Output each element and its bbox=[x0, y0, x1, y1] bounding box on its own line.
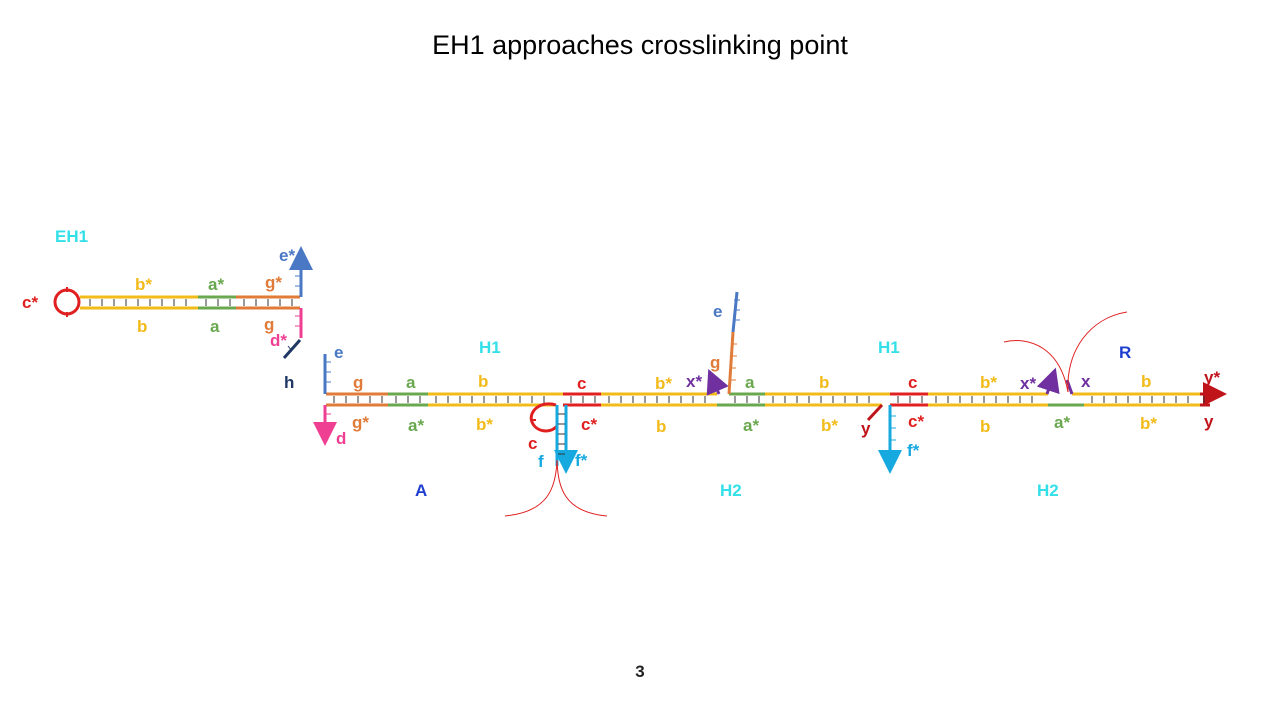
h1b-f-star-label: f* bbox=[907, 441, 920, 460]
eh1-loop-c-star bbox=[53, 288, 81, 316]
h1b-y-label: y bbox=[861, 419, 871, 438]
eh1-a-star-label: a* bbox=[208, 275, 224, 294]
complex-a-label: A bbox=[415, 481, 427, 500]
h1b-y-strand bbox=[866, 403, 884, 422]
left-g-star-label: g* bbox=[352, 413, 369, 432]
h1b-x-star-label: x* bbox=[1020, 374, 1036, 393]
eh1-name: EH1 bbox=[55, 227, 88, 246]
h1b-name: H1 bbox=[878, 338, 900, 357]
eh1-h-strand bbox=[282, 339, 302, 359]
h2-name: H2 bbox=[720, 481, 742, 500]
h2b-a-star-label: a* bbox=[1054, 413, 1070, 432]
h2-b-star-label: b* bbox=[821, 416, 838, 435]
eh1-b-label: b bbox=[137, 317, 147, 336]
right-x-label: x bbox=[1081, 372, 1091, 391]
right-b-star-label: b* bbox=[1140, 414, 1157, 433]
h1-b-label: b bbox=[656, 417, 666, 436]
eh1-g-label: g bbox=[264, 315, 274, 334]
h1b-c-label: c bbox=[908, 373, 917, 392]
h1-b-star-label: b* bbox=[655, 374, 672, 393]
h1-f-label: f bbox=[538, 452, 544, 471]
eh1-e-star-label: e* bbox=[279, 246, 295, 265]
left-a-label: a bbox=[406, 373, 416, 392]
eh1-g-star-label: g* bbox=[265, 273, 282, 292]
h1-c-loop bbox=[529, 402, 559, 433]
h2-a-star-label: a* bbox=[743, 416, 759, 435]
right-y-label: y bbox=[1204, 412, 1214, 431]
h1b-b-star-label: b* bbox=[980, 373, 997, 392]
h1-name: H1 bbox=[479, 338, 501, 357]
duplex-labels: e g a b g* a* b* d A H1 c c* c f f* b* b… bbox=[334, 302, 1220, 500]
h1-c-star-label: c* bbox=[581, 415, 597, 434]
eh1-a-label: a bbox=[210, 317, 220, 336]
h1-x-star-arrow bbox=[706, 368, 729, 396]
left-d-label: d bbox=[336, 429, 346, 448]
h1b-c-star-label: c* bbox=[908, 412, 924, 431]
h1-x-star-label: x* bbox=[686, 372, 702, 391]
main-duplex bbox=[313, 291, 1227, 474]
h2-g-strand bbox=[727, 331, 735, 395]
right-b-label: b bbox=[1141, 372, 1151, 391]
left-b-star-label: b* bbox=[476, 415, 493, 434]
h2-e-strand bbox=[731, 291, 739, 333]
eh1-d-star-label: d* bbox=[270, 331, 287, 350]
h2-a-label: a bbox=[745, 373, 755, 392]
left-a-star-label: a* bbox=[408, 416, 424, 435]
right-y-star-label: y* bbox=[1204, 368, 1220, 387]
crosslink-arcs bbox=[504, 311, 1128, 517]
eh1-c-star-label: c* bbox=[22, 293, 38, 312]
left-g-label: g bbox=[353, 373, 363, 392]
left-e-label: e bbox=[334, 343, 343, 362]
h1b-b-label: b bbox=[980, 417, 990, 436]
left-b-label: b bbox=[478, 372, 488, 391]
slide-title: EH1 approaches crosslinking point bbox=[432, 30, 848, 60]
eh1-b-star-label: b* bbox=[135, 275, 152, 294]
page-number: 3 bbox=[635, 662, 645, 681]
h2-g-label: g bbox=[710, 353, 720, 372]
h1-f-star-label: f* bbox=[575, 451, 588, 470]
h2-b-label: b bbox=[819, 373, 829, 392]
h2b-x-star-arrow bbox=[1036, 367, 1060, 395]
h2-e-label: e bbox=[713, 302, 722, 321]
eh1-hairpin: EH1 c* b* a* g* e* b a g d* h bbox=[22, 227, 313, 392]
complex-r-label: R bbox=[1119, 343, 1131, 362]
h2b-name: H2 bbox=[1037, 481, 1059, 500]
eh1-h-label: h bbox=[284, 373, 294, 392]
h1-c-loop-label: c bbox=[528, 434, 537, 453]
h1-c-label: c bbox=[577, 374, 586, 393]
